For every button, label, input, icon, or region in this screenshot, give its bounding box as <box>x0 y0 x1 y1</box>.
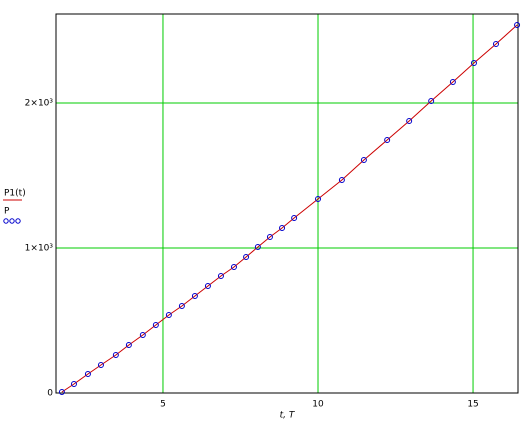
data-point <box>204 282 211 289</box>
y-tick-label: 0 <box>47 389 53 399</box>
data-point <box>84 371 91 378</box>
data-point <box>384 136 391 143</box>
legend-swatch <box>15 218 21 224</box>
plot-frame <box>55 13 519 394</box>
x-tick-label: 15 <box>467 400 478 410</box>
data-point <box>254 243 261 250</box>
data-point <box>449 78 456 85</box>
x-tick-label: 10 <box>312 400 324 410</box>
data-point <box>112 352 119 359</box>
data-point <box>97 362 104 369</box>
x-tick-label: 5 <box>160 400 166 410</box>
data-point <box>58 388 65 395</box>
data-point <box>291 214 298 221</box>
data-line <box>61 24 518 393</box>
data-point <box>492 41 499 48</box>
legend-swatch <box>3 218 9 224</box>
data-point <box>125 342 132 349</box>
legend-label: P <box>4 207 10 217</box>
data-point <box>470 60 477 67</box>
data-point <box>406 118 413 125</box>
legend-swatch <box>9 218 15 224</box>
data-point <box>279 225 286 232</box>
data-point <box>178 303 185 310</box>
data-point <box>191 293 198 300</box>
data-point <box>338 177 345 184</box>
data-point <box>165 311 172 318</box>
data-point <box>217 272 224 279</box>
data-point <box>428 97 435 104</box>
data-point <box>360 157 367 164</box>
y-tick-label: 1×10³ <box>25 244 54 254</box>
y-tick-label: 2×10³ <box>25 99 54 109</box>
legend-label: P1(t) <box>4 189 26 199</box>
data-point <box>230 264 237 271</box>
data-point <box>514 22 521 29</box>
data-point <box>70 381 77 388</box>
data-point <box>266 233 273 240</box>
data-point <box>139 332 146 339</box>
data-point <box>152 322 159 329</box>
data-point <box>243 254 250 261</box>
x-axis-label: t, T <box>280 411 296 421</box>
data-point <box>315 196 322 203</box>
